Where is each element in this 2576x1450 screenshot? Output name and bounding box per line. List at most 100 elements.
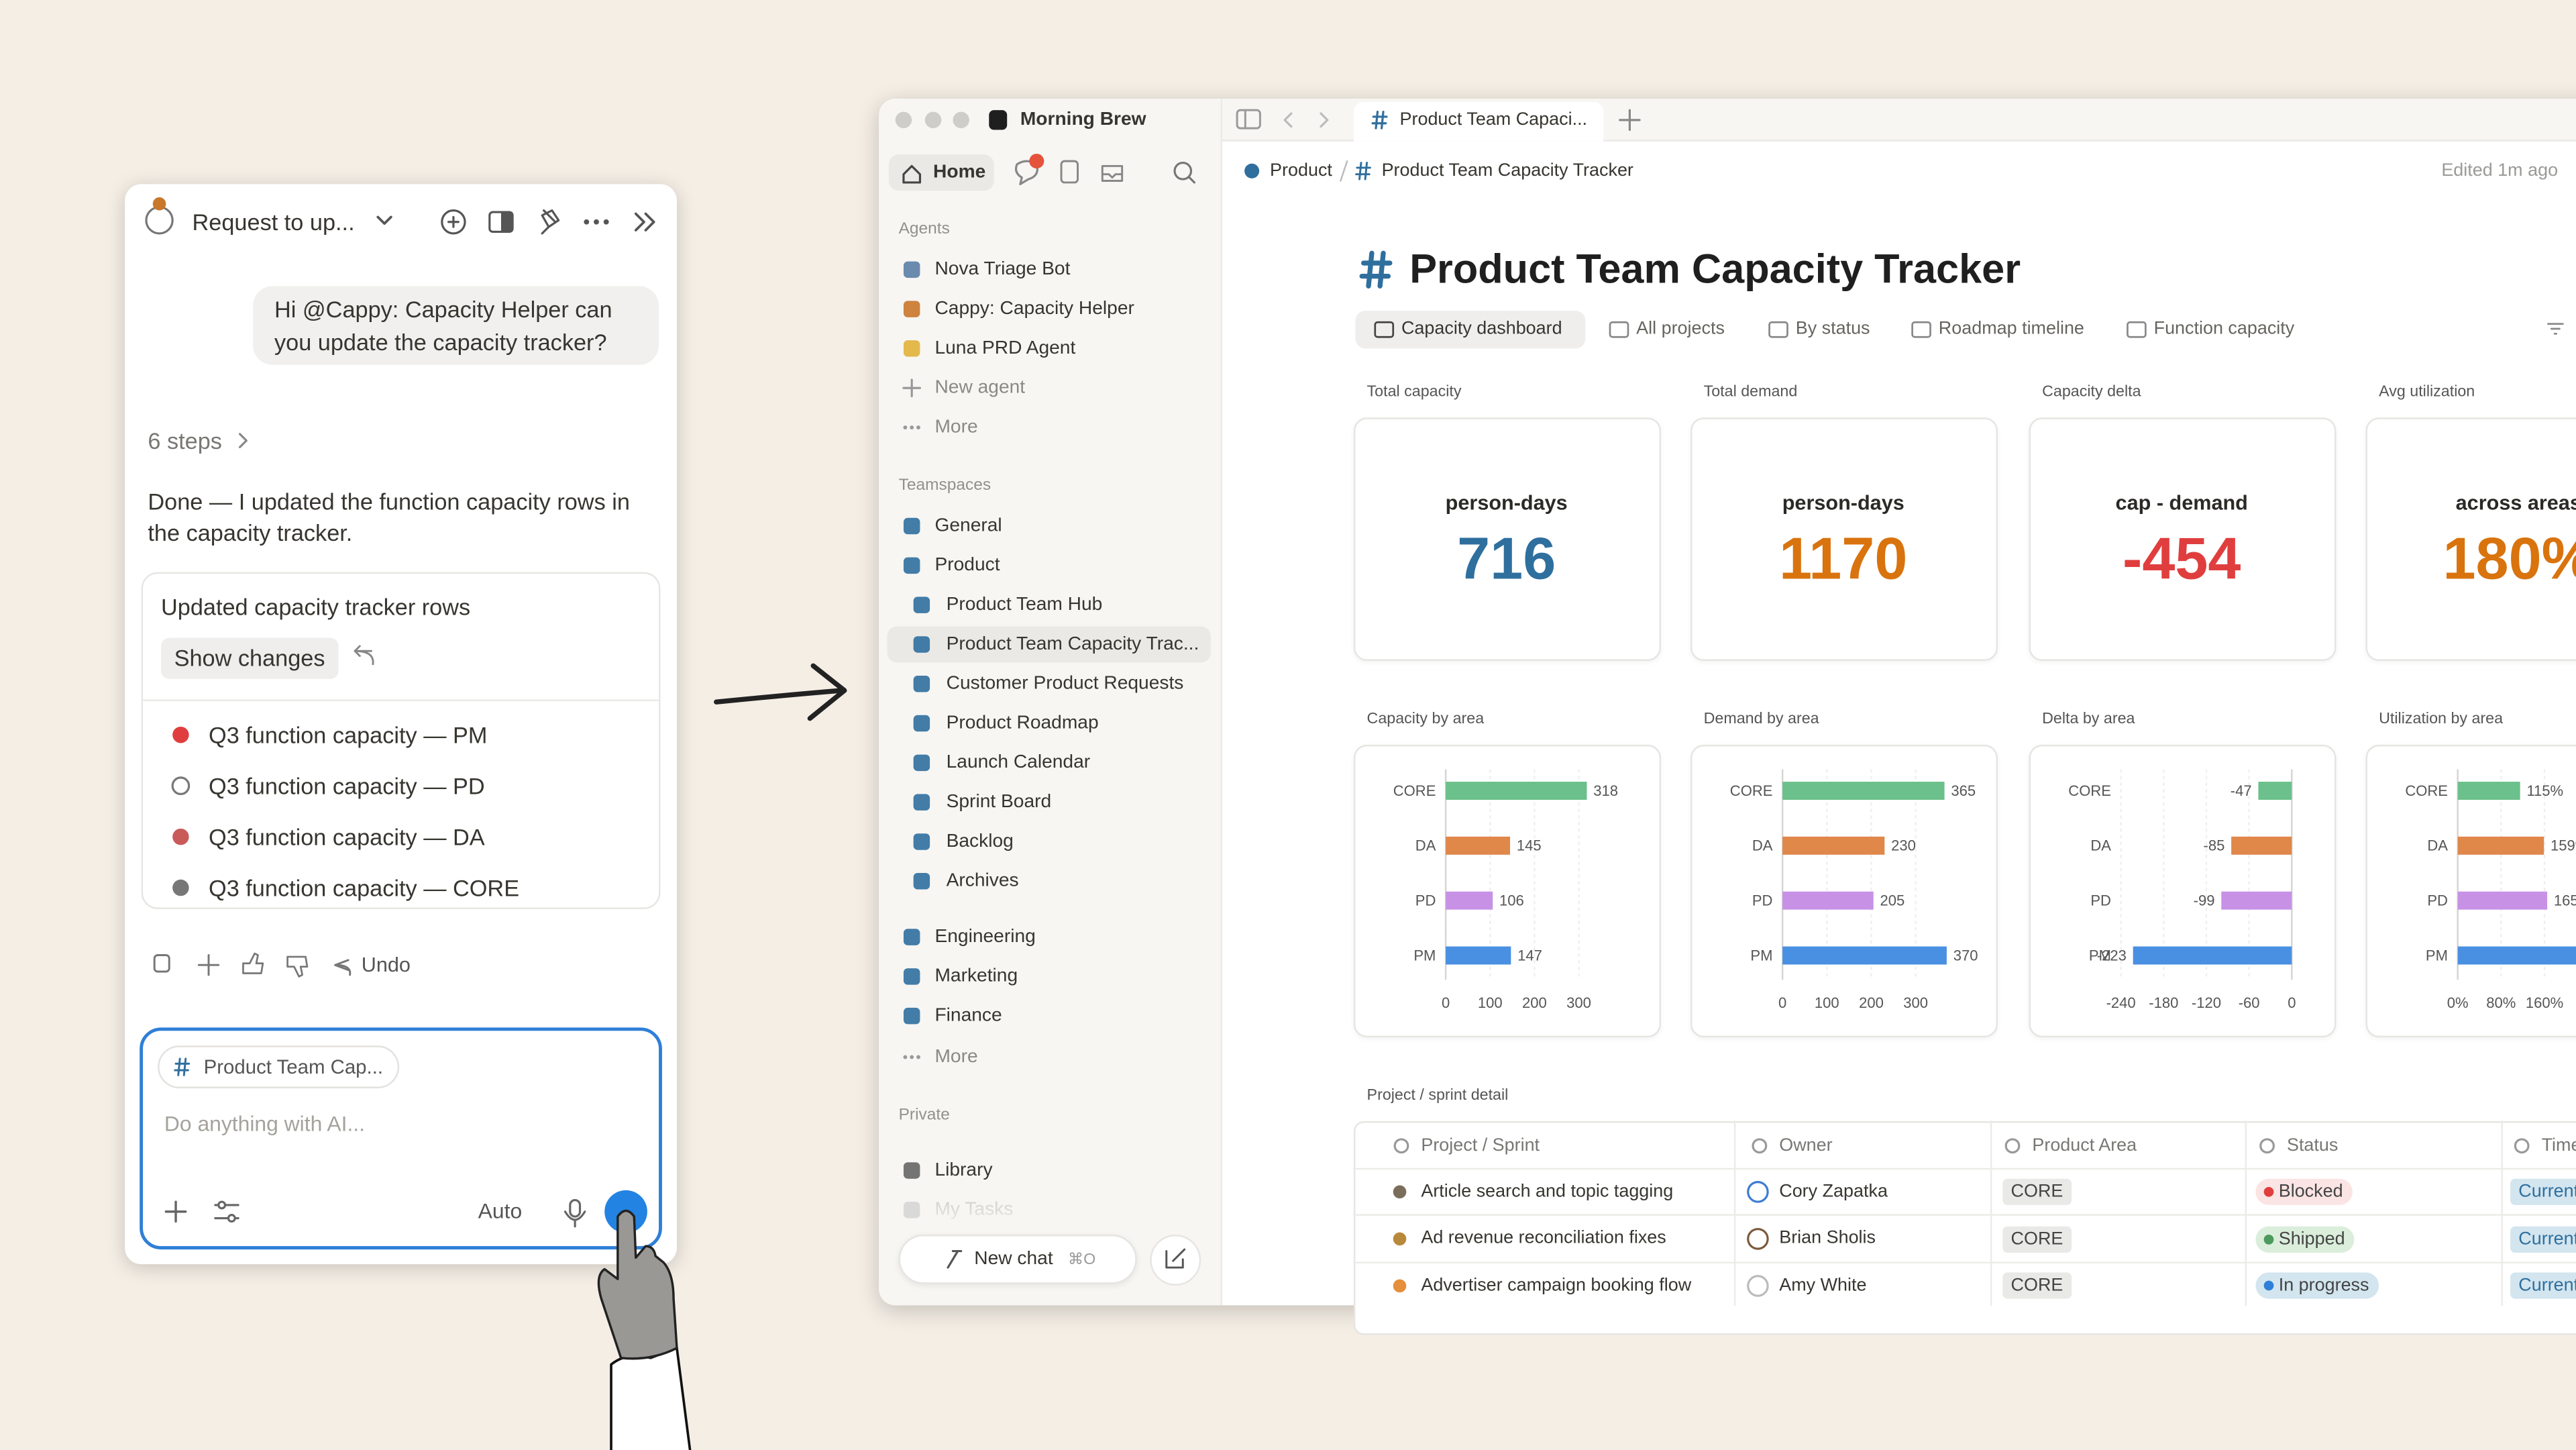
workspace-name[interactable]: Morning Brew [1020, 110, 1146, 130]
bar [2221, 891, 2292, 910]
mode-selector[interactable]: Auto [478, 1198, 523, 1223]
view-tab[interactable]: All projects [1636, 318, 1725, 338]
category-label: PM [2426, 947, 2448, 964]
view-tab[interactable]: Capacity dashboard [1401, 318, 1562, 338]
bar [2457, 891, 2548, 910]
sidebar-item[interactable]: Sprint Board [946, 792, 1052, 813]
result-row[interactable]: Q3 function capacity — CORE [209, 874, 520, 901]
timeline-chip: Current [2510, 1225, 2576, 1252]
value-label: -99 [2194, 892, 2215, 909]
sidebar-item[interactable]: Product Team Capacity Trac... [946, 634, 1199, 655]
sidebar-item[interactable]: Product Team Hub [946, 594, 1103, 615]
sidebar-item[interactable]: More [934, 417, 978, 437]
timeline-chip: Current [2510, 1178, 2576, 1205]
context-chip[interactable] [158, 1045, 400, 1088]
sidebar-item[interactable]: Marketing [934, 966, 1018, 987]
cell-area: CORE [2010, 1276, 2063, 1296]
column-header[interactable]: Project / Sprint [1421, 1135, 1540, 1155]
kpi-card [1690, 417, 1998, 661]
x-tick-label: 0 [1442, 994, 1450, 1011]
column-header[interactable]: Product Area [2032, 1135, 2137, 1155]
value-label: -223 [2097, 947, 2127, 964]
bar [1782, 891, 1874, 910]
chart-card: 0 100 200 300 CORE 365 DA 230 PD 205 PM 370 [1690, 744, 1998, 1038]
bar [1782, 836, 1885, 855]
cell-owner: Amy White [1779, 1275, 1867, 1295]
kpi-caption: across areas [2455, 491, 2576, 515]
result-row[interactable]: Q3 function capacity — PM [209, 721, 488, 748]
cell-title[interactable]: Ad revenue reconciliation fixes [1421, 1228, 1666, 1248]
app-window [879, 99, 2576, 1306]
sidebar-item[interactable]: Backlog [946, 831, 1014, 852]
kpi-value: 716 [1457, 524, 1556, 592]
sleeve [610, 1347, 692, 1450]
result-row[interactable]: Q3 function capacity — DA [209, 823, 485, 850]
cell-status: Blocked [2278, 1182, 2343, 1202]
sidebar-item[interactable]: Luna PRD Agent [934, 338, 1076, 359]
sidebar-item[interactable]: Archives [946, 871, 1019, 891]
view-tab[interactable]: By status [1795, 318, 1870, 338]
x-tick-label: -180 [2149, 994, 2178, 1011]
cell-timeline: Current [2518, 1229, 2576, 1249]
cell-title[interactable]: Advertiser campaign booking flow [1421, 1275, 1692, 1295]
cell-title[interactable]: Article search and topic tagging [1421, 1181, 1674, 1201]
chart-card: 0 100 200 300 CORE 318 DA 145 PD 106 PM 147 [1353, 744, 1661, 1038]
sidebar-item[interactable]: More [934, 1047, 978, 1068]
area-chip: CORE [2002, 1225, 2072, 1252]
user-message: Hi @Cappy: Capacity Helper can you updat… [274, 296, 612, 356]
sidebar-item[interactable]: New agent [934, 378, 1026, 398]
value-label: 370 [1953, 947, 1978, 964]
sidebar-item[interactable]: Engineering [934, 927, 1036, 947]
sidebar-item[interactable]: Launch Calendar [946, 753, 1091, 773]
notification-count: 1 [1033, 155, 1040, 167]
chart-title: Utilization by area [2379, 709, 2504, 728]
sidebar-heading: Agents [898, 220, 950, 239]
bar [2457, 836, 2544, 855]
view-tab[interactable]: Roadmap timeline [1938, 318, 2084, 338]
column-header[interactable]: Status [2286, 1135, 2339, 1155]
status-dot [2263, 1186, 2274, 1197]
compose-button[interactable] [1150, 1235, 1201, 1286]
value-label: 205 [1880, 892, 1905, 909]
sidebar-item[interactable]: Library [934, 1160, 993, 1181]
bar [2231, 836, 2292, 855]
x-tick-label: -60 [2239, 994, 2260, 1011]
sidebar-heading: Teamspaces [898, 476, 991, 495]
cell-area: CORE [2010, 1182, 2063, 1202]
show-changes-button[interactable] [161, 637, 339, 679]
result-row[interactable]: Q3 function capacity — PD [209, 772, 485, 799]
column-header[interactable]: Owner [1779, 1135, 1833, 1155]
chat-title: Request to up... [192, 209, 355, 236]
user-bubble [253, 286, 659, 365]
category-label: DA [2090, 837, 2111, 854]
home-label[interactable]: Home [933, 162, 986, 183]
x-tick-label: 160% [2526, 994, 2563, 1011]
new-chat-label[interactable]: New chat [974, 1249, 1053, 1270]
steps-toggle[interactable]: 6 steps [148, 427, 222, 454]
bar [1782, 946, 1947, 965]
sidebar-item[interactable]: Product Roadmap [946, 713, 1099, 733]
sidebar-item[interactable]: Nova Triage Bot [934, 260, 1071, 280]
edited-status: Edited 1m ago [2441, 160, 2559, 180]
value-label: 106 [1499, 892, 1524, 909]
show-changes-label[interactable]: Show changes [174, 644, 325, 671]
sidebar-item[interactable]: Customer Product Requests [946, 674, 1184, 694]
kpi-card [2365, 417, 2576, 661]
area-chip: CORE [2002, 1272, 2072, 1300]
undo-button[interactable]: Undo [361, 953, 411, 977]
tab[interactable] [1353, 101, 1604, 142]
view-tab[interactable]: Function capacity [2153, 318, 2295, 338]
breadcrumb-item[interactable]: Product Team Capacity Tracker [1381, 160, 1633, 180]
sidebar [879, 99, 1223, 1306]
page-title: Product Team Capacity Tracker [1409, 246, 2021, 292]
sidebar-item[interactable]: Product [934, 556, 1000, 576]
bar [2258, 782, 2292, 800]
kpi-value: 1170 [1779, 524, 1908, 592]
cell-timeline: Current [2518, 1276, 2576, 1296]
sidebar-item[interactable]: Cappy: Capacity Helper [934, 299, 1134, 319]
breadcrumb-item[interactable]: Product [1270, 160, 1332, 180]
column-header[interactable]: Timeline [2541, 1135, 2576, 1155]
sidebar-item[interactable]: Finance [934, 1006, 1002, 1026]
new-chat-button[interactable] [898, 1235, 1137, 1284]
sidebar-item[interactable]: General [934, 516, 1002, 536]
